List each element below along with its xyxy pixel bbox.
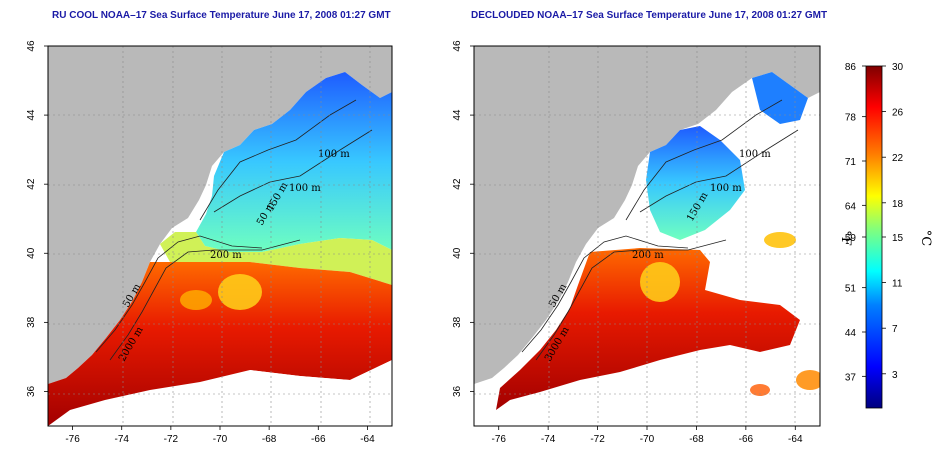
y-tick-label: 46 [452,40,463,52]
colorbar: 86 78 71 64 59 51 44 37 30 26 22 18 15 11 7 3 °F °C [838,62,933,409]
contour-label: 100 m [710,183,742,194]
fahrenheit-tick-label: 59 [845,233,857,244]
contour-label: 100 m [739,149,771,160]
x-tick-label: -72 [164,434,179,445]
contour-label: 100 m [289,183,321,194]
y-tick-label: 38 [26,316,37,328]
left-map-area: 200 m 100 m 100 m 50 m 150 m 50 m 2000 m [48,46,392,426]
right-panel-title: DECLOUDED NOAA–17 Sea Surface Temperatur… [471,10,828,21]
y-axis-ticks: 36 38 40 42 44 46 [26,40,48,397]
y-tick-label: 44 [26,109,37,121]
fahrenheit-tick-label: 71 [845,157,857,168]
warm-water-patch [750,384,770,396]
fahrenheit-tick-label: 86 [845,62,857,73]
y-axis-ticks: 36 38 40 42 44 46 [452,40,474,397]
celsius-tick-label: 15 [892,233,904,244]
x-tick-label: -74 [541,434,556,445]
celsius-tick-label: 3 [892,370,898,381]
fahrenheit-tick-label: 64 [845,201,857,212]
colorbar-scale [865,65,883,409]
contour-label: 200 m [210,250,242,261]
x-tick-label: -72 [590,434,605,445]
fahrenheit-unit-label: °F [838,230,853,246]
celsius-tick-label: 18 [892,199,904,210]
x-tick-label: -64 [788,434,803,445]
x-tick-label: -68 [689,434,704,445]
mixed-water-region [230,360,392,426]
celsius-unit-label: °C [918,230,933,247]
x-tick-label: -76 [65,434,80,445]
left-panel-title: RU COOL NOAA–17 Sea Surface Temperature … [52,10,391,21]
warm-core-ring [764,232,796,248]
contour-label: 200 m [632,250,664,261]
cool-water-region [752,72,808,124]
x-tick-label: -76 [491,434,506,445]
fahrenheit-tick-label: 44 [845,328,857,339]
warm-core-ring [640,262,680,302]
y-tick-label: 36 [26,385,37,397]
fahrenheit-tick-labels: 86 78 71 64 59 51 44 37 [845,62,866,383]
contour-label: 100 m [318,149,350,160]
celsius-tick-label: 30 [892,62,904,73]
y-tick-label: 46 [26,40,37,52]
warm-core-ring [180,290,212,310]
celsius-tick-label: 11 [892,279,903,290]
y-tick-label: 42 [26,178,37,190]
celsius-tick-labels: 30 26 22 18 15 11 7 3 [882,62,904,381]
slope-water-region [160,232,392,285]
warm-water-patch [796,370,820,390]
warm-core-ring [218,274,262,310]
fahrenheit-tick-label: 78 [845,113,857,124]
y-tick-label: 44 [452,109,463,121]
warm-water-region [496,248,800,410]
cool-water-region [646,126,745,240]
y-tick-label: 36 [452,385,463,397]
y-tick-label: 38 [452,316,463,328]
x-tick-label: -70 [640,434,655,445]
grid-lines [474,46,820,426]
right-map-area: 200 m 100 m 100 m 150 m 50 m 3000 m [474,46,820,426]
right-map-panel: 200 m 100 m 100 m 150 m 50 m 3000 m -76-… [452,40,821,445]
x-tick-label: -68 [262,434,277,445]
x-tick-label: -66 [739,434,754,445]
x-tick-label: -64 [360,434,375,445]
y-tick-label: 42 [452,178,463,190]
x-axis-ticks: -76 -74 -72 -70 -68 -66 -64 [491,426,803,445]
x-tick-label: -66 [311,434,326,445]
celsius-tick-label: 7 [892,324,898,335]
fahrenheit-tick-label: 37 [845,372,857,383]
left-map-panel: 200 m 100 m 100 m 50 m 150 m 50 m 2000 m… [26,40,393,445]
celsius-tick-label: 26 [892,108,904,119]
x-tick-label: -70 [213,434,228,445]
grid-lines [48,46,392,426]
land-mass [48,46,392,384]
warm-water-region [48,262,392,426]
x-tick-label: -74 [114,434,129,445]
land-mass [474,46,820,384]
celsius-tick-label: 22 [892,153,904,164]
x-axis-ticks: -76 -74 -72 -70 -68 -66 -64 [65,426,375,445]
y-tick-label: 40 [26,247,37,259]
fahrenheit-tick-label: 51 [845,284,857,295]
y-tick-label: 40 [452,247,463,259]
cool-water-region [196,72,392,252]
